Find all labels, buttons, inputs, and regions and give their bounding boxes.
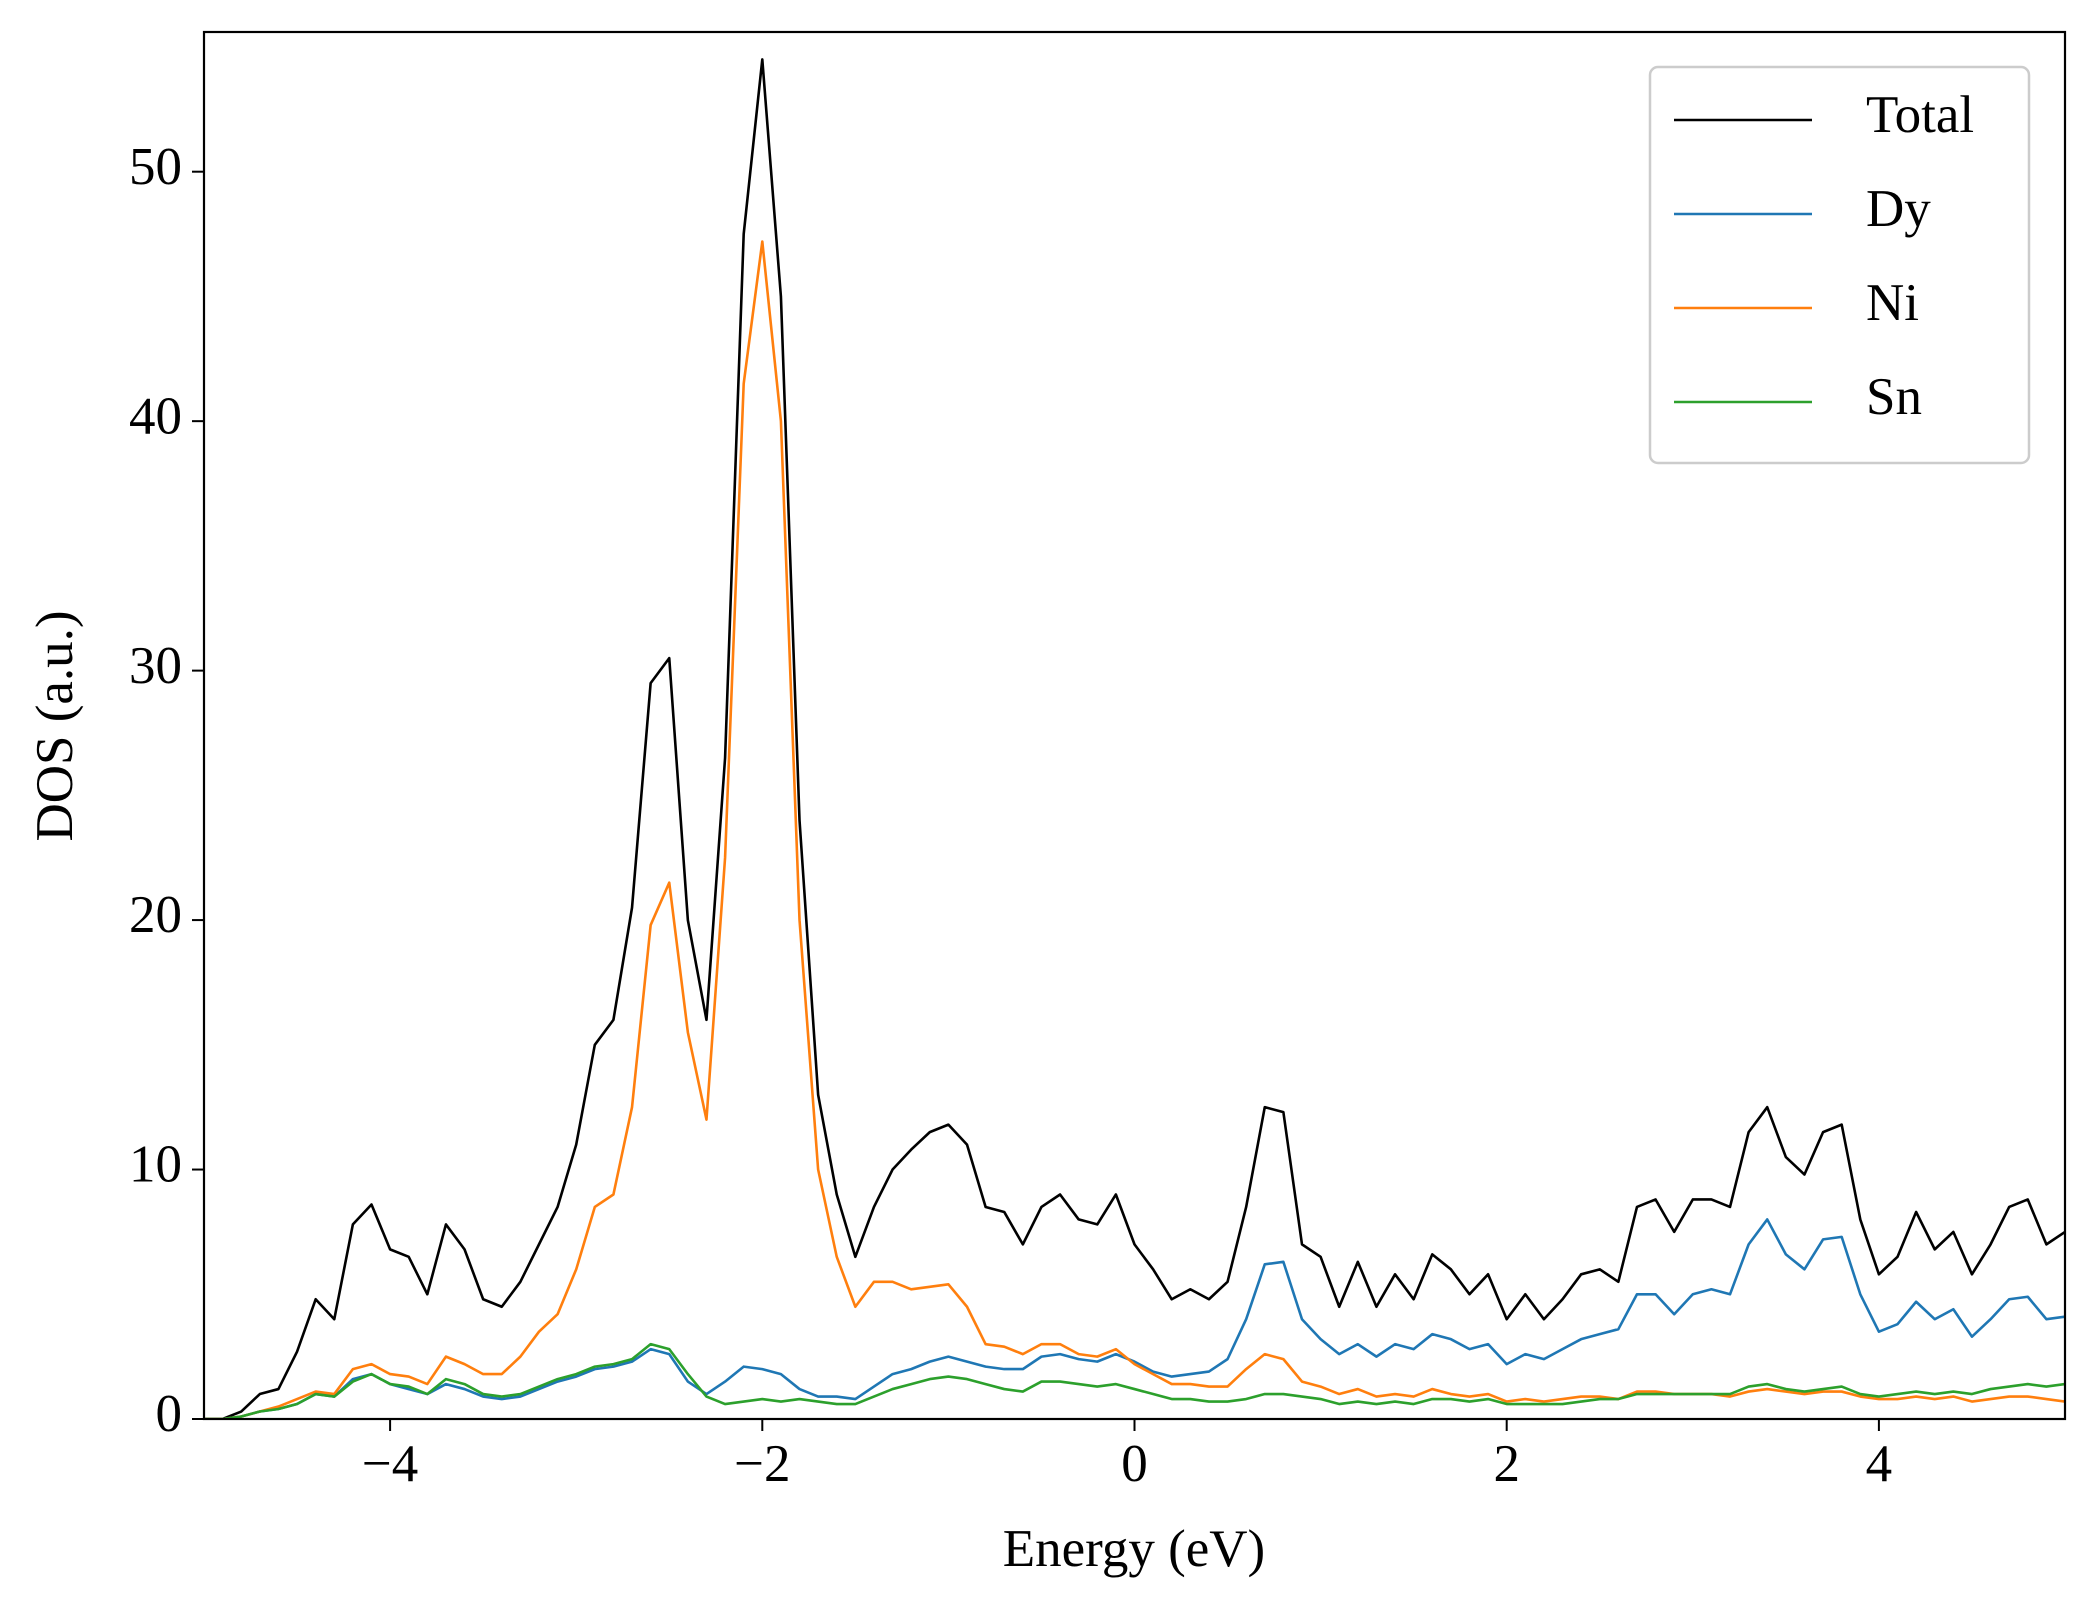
x-tick-label: 2 [1493,1435,1520,1493]
x-tick-label: −4 [362,1435,418,1493]
y-tick-label: 0 [156,1385,183,1443]
x-tick-label: −2 [734,1435,790,1493]
x-tick-label: 0 [1121,1435,1148,1493]
y-tick-label: 50 [129,138,182,196]
series-line [204,1342,2065,1419]
x-axis-label: Energy (eV) [1003,1520,1265,1578]
legend-label: Ni [1866,274,1919,332]
plot-frame [202,30,2067,1421]
legend-label: Dy [1866,180,1931,238]
y-tick-label: 40 [129,387,182,445]
series-line [204,1218,2065,1419]
legend-box [1648,65,2031,465]
y-tick-label: 30 [129,637,182,695]
legend-label: Total [1866,86,1974,144]
series-line [204,240,2065,1419]
x-tick-label: 4 [1866,1435,1893,1493]
y-tick-label: 10 [129,1136,182,1194]
series-line [204,58,2065,1419]
y-tick-label: 20 [129,886,182,944]
y-axis-label: DOS (a.u.) [26,610,84,841]
legend-label: Sn [1866,368,1922,426]
